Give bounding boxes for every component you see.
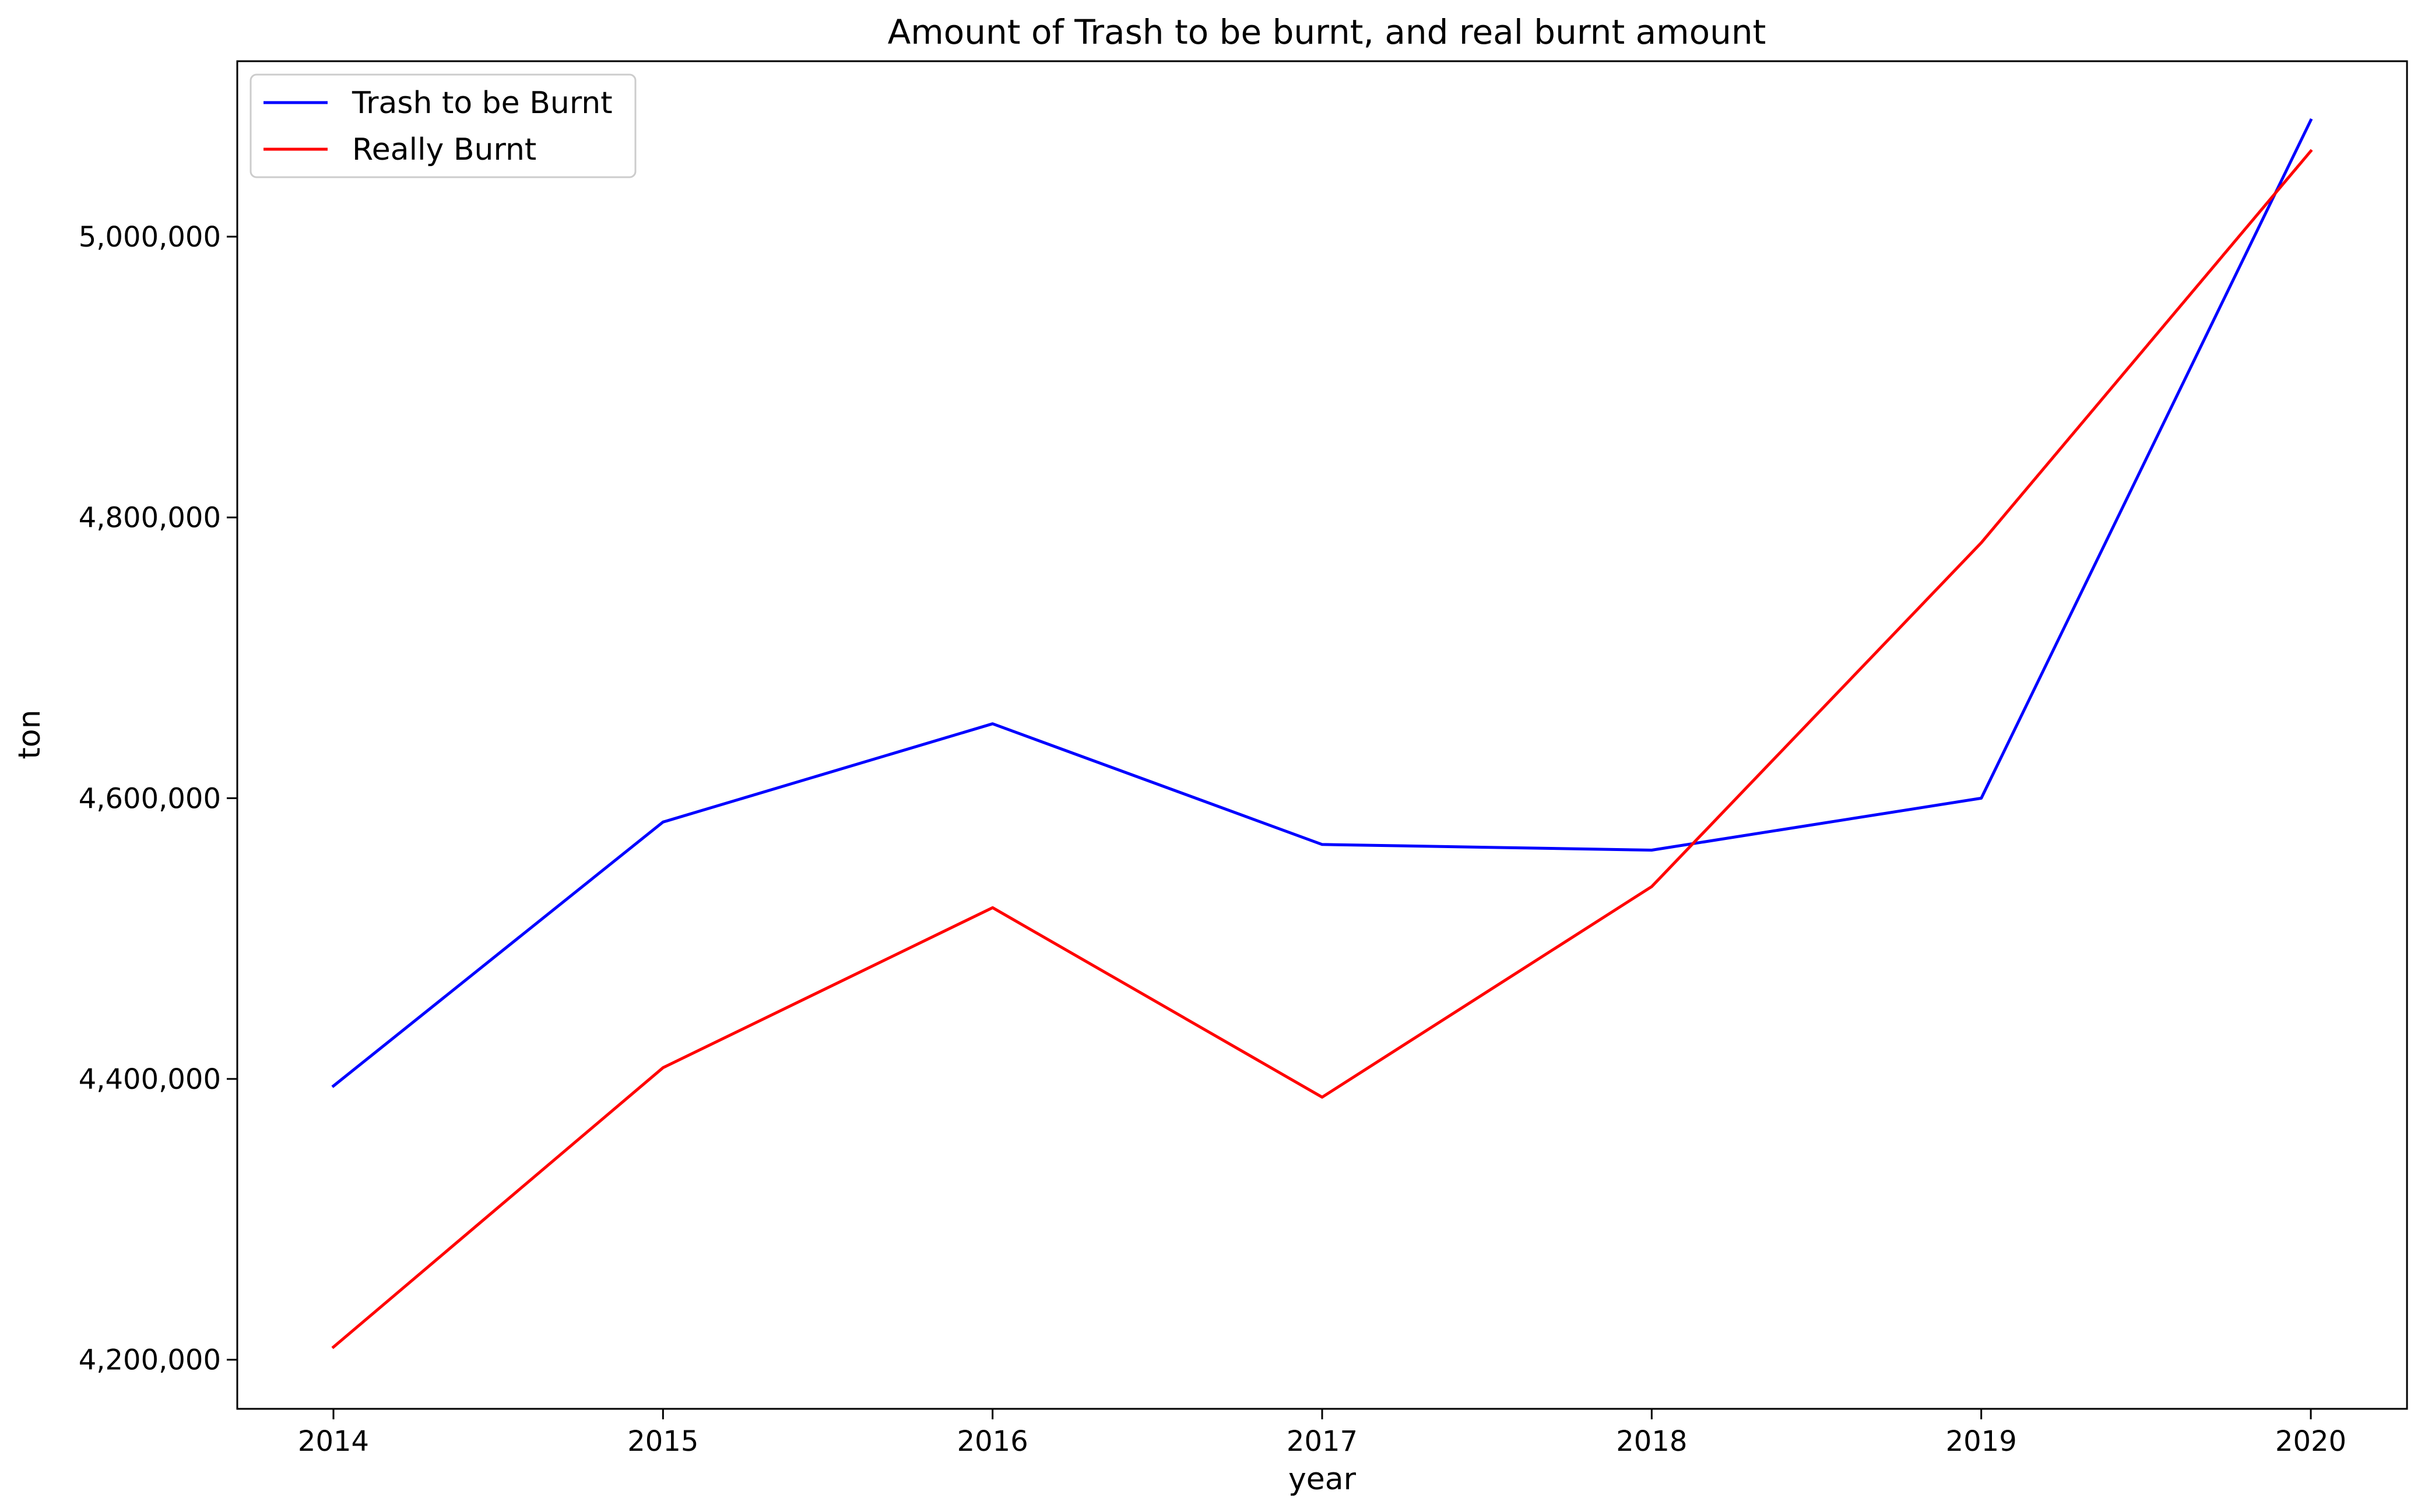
y-tick-label: 4,400,000 [79, 1063, 221, 1096]
legend: Trash to be Burnt Really Burnt [250, 73, 637, 178]
x-tick-label: 2019 [1946, 1425, 2017, 1458]
x-tick-label: 2014 [298, 1425, 369, 1458]
x-axis: 2014 2015 2016 2017 2018 2019 2020 [298, 1409, 2346, 1458]
legend-label-trash-to-be-burnt: Trash to be Burnt [352, 86, 613, 121]
chart-title: Amount of Trash to be burnt, and real bu… [888, 12, 1766, 52]
y-tick-label: 4,800,000 [79, 502, 221, 535]
legend-label-really-burnt: Really Burnt [352, 132, 536, 167]
x-tick-label: 2016 [957, 1425, 1028, 1458]
y-axis-label: ton [12, 709, 47, 759]
y-tick-label: 4,600,000 [79, 782, 221, 815]
x-axis-label: year [1288, 1462, 1357, 1497]
series-layer [331, 118, 2313, 1349]
y-tick-label: 5,000,000 [79, 221, 221, 254]
series-line-really-burnt [331, 149, 2313, 1349]
y-tick-label: 4,200,000 [79, 1344, 221, 1377]
x-tick-label: 2018 [1616, 1425, 1687, 1458]
y-axis: 4,200,000 4,400,000 4,600,000 4,800,000 5,00… [79, 221, 237, 1377]
series-line-trash-to-be-burnt [331, 118, 2313, 1088]
x-tick-label: 2015 [627, 1425, 698, 1458]
legend-box [250, 73, 637, 178]
x-tick-label: 2020 [2275, 1425, 2346, 1458]
x-tick-label: 2017 [1287, 1425, 1358, 1458]
